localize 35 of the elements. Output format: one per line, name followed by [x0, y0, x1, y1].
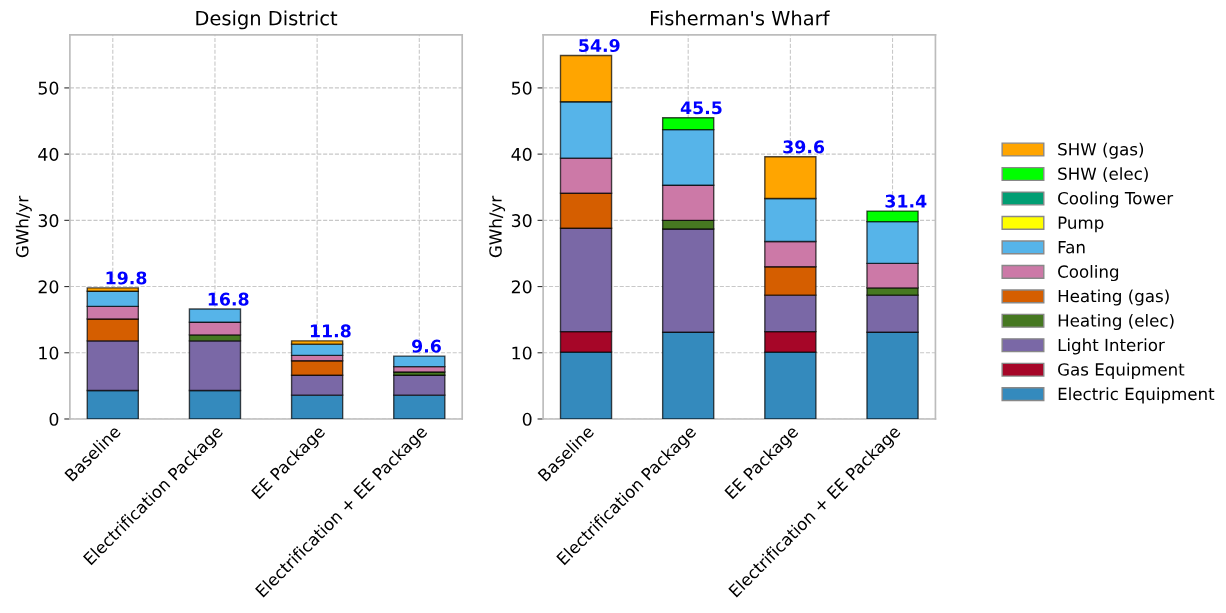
legend-label: Pump [1058, 216, 1104, 233]
legend-label: Fan [1058, 241, 1085, 254]
total-label: 31.4 [885, 194, 927, 208]
y-tick-label: 30 [38, 214, 59, 228]
y-tick-label: 30 [511, 214, 532, 228]
y-tick-label: 20 [511, 280, 532, 294]
total-label: 45.5 [680, 101, 722, 115]
legend-label: Heating (gas) [1058, 289, 1169, 306]
y-tick-label: 40 [38, 147, 59, 161]
y-tick-label: 10 [39, 346, 59, 360]
total-label: 9.6 [412, 339, 441, 353]
y-axis-title: GWh/yr [15, 195, 32, 258]
legend-label: Electric Equipment [1058, 387, 1215, 404]
total-label: 16.8 [208, 292, 249, 306]
total-label: 19.8 [106, 271, 147, 285]
legend-label: SHW (gas) [1058, 142, 1144, 159]
y-tick-label: 10 [512, 346, 532, 360]
y-tick-label: 50 [38, 81, 59, 95]
y-tick-label: 40 [511, 147, 532, 161]
total-label: 54.9 [579, 38, 620, 53]
y-tick-label: 20 [38, 280, 59, 294]
chart-title: Fisherman's Wharf [651, 10, 830, 26]
y-tick-label: 50 [511, 81, 532, 95]
y-tick-label: 0 [49, 412, 59, 426]
legend-label: Light Interior [1058, 338, 1165, 355]
legend-label: Cooling Tower [1058, 191, 1174, 208]
total-label: 39.6 [783, 140, 825, 154]
legend-label: Heating (elec) [1058, 313, 1174, 331]
legend-label: Cooling [1058, 264, 1119, 282]
legend-label: Gas Equipment [1058, 362, 1185, 379]
total-label: 11.8 [310, 324, 351, 338]
y-tick-label: 0 [522, 412, 532, 426]
chart-title: Design District [196, 10, 338, 30]
y-axis-title: GWh/yr [488, 195, 506, 258]
legend-label: SHW (elec) [1058, 167, 1148, 182]
